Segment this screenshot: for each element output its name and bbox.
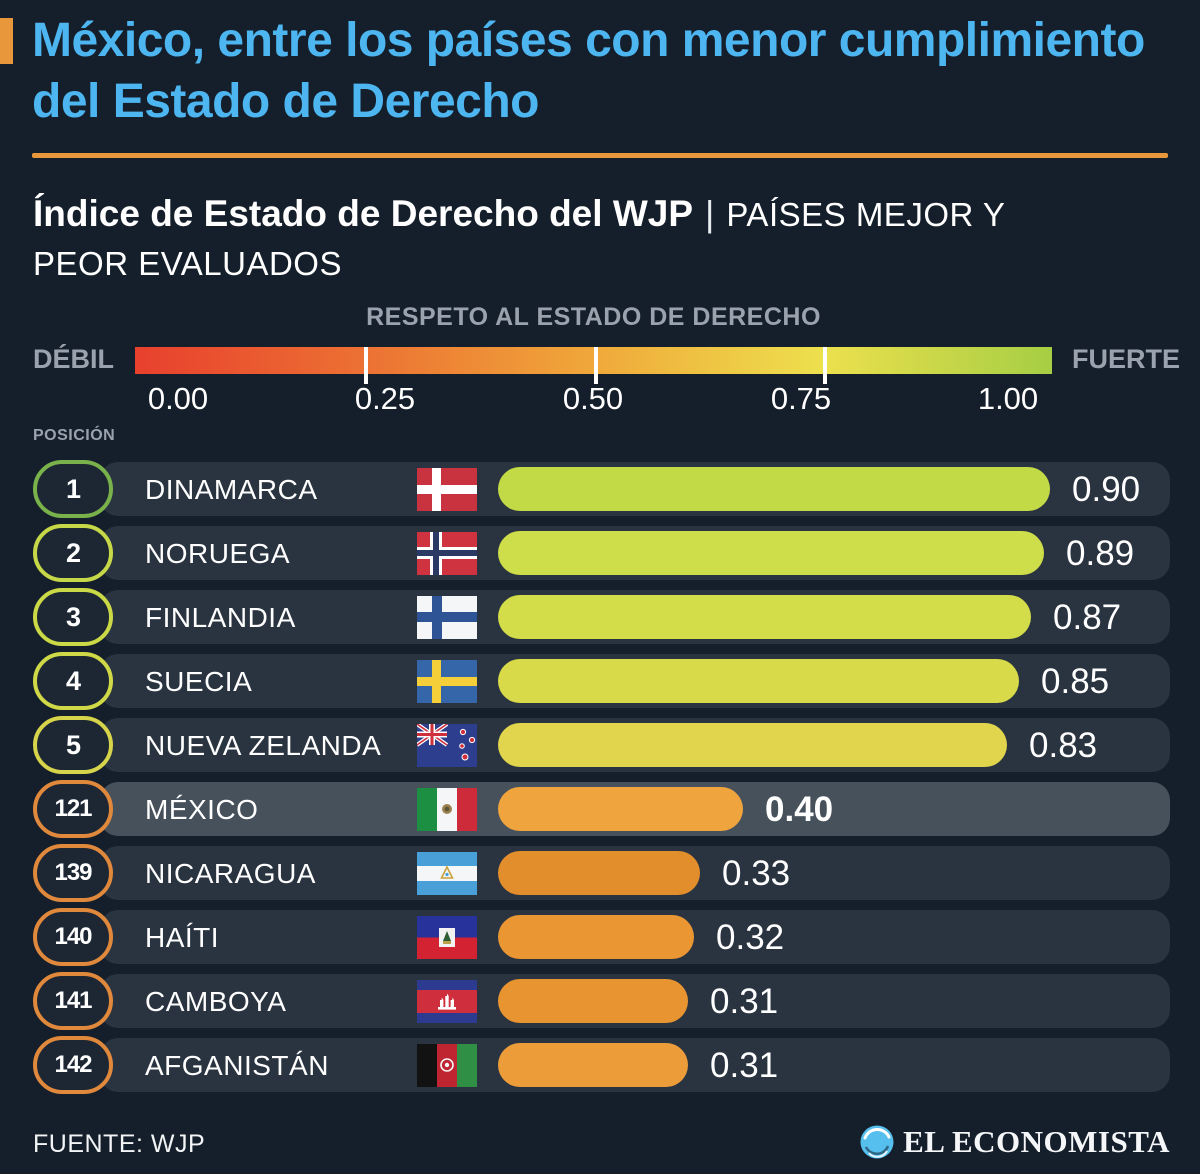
subtitle-separator: |	[705, 193, 715, 234]
country-name: CAMBOYA	[145, 986, 287, 1017]
scale-tick-label: 0.25	[354, 381, 416, 416]
table-row: 121 MÉXICO 0.40	[0, 780, 1200, 838]
rank-number: 142	[54, 1051, 92, 1078]
country-name: FINLANDIA	[145, 602, 296, 633]
scale-tick-mark	[364, 347, 369, 384]
source-label: FUENTE: WJP	[33, 1130, 206, 1158]
scale-weak-label: DÉBIL	[33, 344, 114, 374]
table-row: 3 FINLANDIA 0.87	[0, 588, 1200, 646]
rank-number: 4	[65, 665, 81, 696]
scale-title: RESPETO AL ESTADO DE DERECHO	[366, 303, 821, 331]
scale-strong-label: FUERTE	[1072, 344, 1180, 374]
page-title: México, entre los países con menor cumpl…	[32, 14, 1145, 129]
score-value: 0.90	[1072, 470, 1141, 509]
ranking-table: 1 DINAMARCA 0.90 2 NORUEGA 0.89 3 FINLAN…	[0, 460, 1200, 1102]
flag-mexico-icon	[417, 788, 477, 831]
scale-tick-mark	[822, 347, 827, 384]
scale-tick-mark	[593, 347, 598, 384]
table-row: 141 CAMBOYA 0.31	[0, 972, 1200, 1030]
rank-badge: 142	[33, 1036, 113, 1094]
score-bar	[498, 915, 694, 959]
table-row: 140 HAÍTI 0.32	[0, 908, 1200, 966]
subtitle-qualifier-line1: PAÍSES MEJOR Y	[726, 196, 1006, 233]
flag-nueva-zelanda-icon	[417, 724, 477, 767]
rank-badge: 5	[33, 716, 113, 774]
rank-badge: 4	[33, 652, 113, 710]
score-bar	[498, 787, 743, 831]
rank-badge: 121	[33, 780, 113, 838]
country-name: HAÍTI	[145, 922, 220, 953]
rank-badge: 2	[33, 524, 113, 582]
title-accent-bar	[0, 18, 13, 64]
title-divider	[32, 153, 1168, 158]
score-bar	[498, 531, 1044, 575]
score-bar	[498, 595, 1031, 639]
score-bar	[498, 723, 1007, 767]
rank-number: 1	[65, 473, 81, 504]
rank-number: 139	[54, 859, 92, 886]
flag-dinamarca-icon	[417, 468, 477, 511]
flag-haiti-icon	[417, 916, 477, 959]
score-value: 0.87	[1053, 598, 1122, 637]
flag-nicaragua-icon	[417, 852, 477, 895]
rank-number: 121	[54, 795, 92, 822]
country-name: NICARAGUA	[145, 858, 316, 889]
country-name: NUEVA ZELANDA	[145, 730, 382, 761]
flag-camboya-icon	[417, 980, 477, 1023]
subtitle-qualifier-line2: PEOR EVALUADOS	[33, 244, 342, 282]
rank-badge: 139	[33, 844, 113, 902]
rank-number: 3	[65, 601, 81, 632]
score-value: 0.83	[1029, 726, 1098, 765]
flag-suecia-icon	[417, 660, 477, 703]
el-economista-icon	[860, 1125, 894, 1159]
flag-afganistan-icon	[417, 1044, 477, 1087]
brand-logo: EL ECONOMISTA	[860, 1124, 1170, 1160]
score-value: 0.40	[765, 790, 834, 829]
score-value: 0.33	[722, 854, 791, 893]
brand-name: EL ECONOMISTA	[903, 1124, 1170, 1159]
score-value: 0.31	[710, 982, 779, 1021]
scale-tick-label: 0.75	[770, 381, 832, 416]
score-value: 0.89	[1066, 534, 1135, 573]
scale-tick-labels: 0.00 0.25 0.50 0.75 1.00	[0, 381, 1200, 417]
table-row: 139 NICARAGUA 0.33	[0, 844, 1200, 902]
table-row: 5 NUEVA ZELANDA 0.83	[0, 716, 1200, 774]
score-value: 0.85	[1041, 662, 1110, 701]
score-bar	[498, 1043, 688, 1087]
country-name: NORUEGA	[145, 538, 291, 569]
gradient-scale-bar	[135, 347, 1052, 384]
chart-subtitle: Índice de Estado de Derecho del WJP | PAÍS…	[33, 188, 1183, 287]
rank-number: 2	[65, 537, 81, 568]
rank-badge: 1	[33, 460, 113, 518]
flag-finlandia-icon	[417, 596, 477, 639]
country-name: SUECIA	[145, 666, 253, 697]
table-row: 1 DINAMARCA 0.90	[0, 460, 1200, 518]
table-row: 142 AFGANISTÁN 0.31	[0, 1036, 1200, 1094]
scale-tick-label: 1.00	[977, 381, 1039, 416]
score-value: 0.32	[716, 918, 785, 957]
subtitle-main: Índice de Estado de Derecho del WJP	[33, 193, 694, 234]
rank-number: 141	[54, 987, 92, 1014]
table-row: 2 NORUEGA 0.89	[0, 524, 1200, 582]
country-name: MÉXICO	[145, 794, 259, 825]
scale-tick-label: 0.50	[562, 381, 624, 416]
score-bar	[498, 659, 1019, 703]
flag-noruega-icon	[417, 532, 477, 575]
country-name: DINAMARCA	[145, 474, 318, 505]
position-column-label: POSICIÓN	[33, 427, 116, 444]
rank-badge: 3	[33, 588, 113, 646]
table-row: 4 SUECIA 0.85	[0, 652, 1200, 710]
rank-badge: 140	[33, 908, 113, 966]
rank-number: 140	[54, 923, 92, 950]
score-bar	[498, 467, 1050, 511]
rank-badge: 141	[33, 972, 113, 1030]
scale-tick-label: 0.00	[147, 381, 209, 416]
score-value: 0.31	[710, 1046, 779, 1085]
country-name: AFGANISTÁN	[145, 1050, 329, 1081]
score-bar	[498, 851, 700, 895]
rank-number: 5	[65, 729, 81, 760]
score-bar	[498, 979, 688, 1023]
